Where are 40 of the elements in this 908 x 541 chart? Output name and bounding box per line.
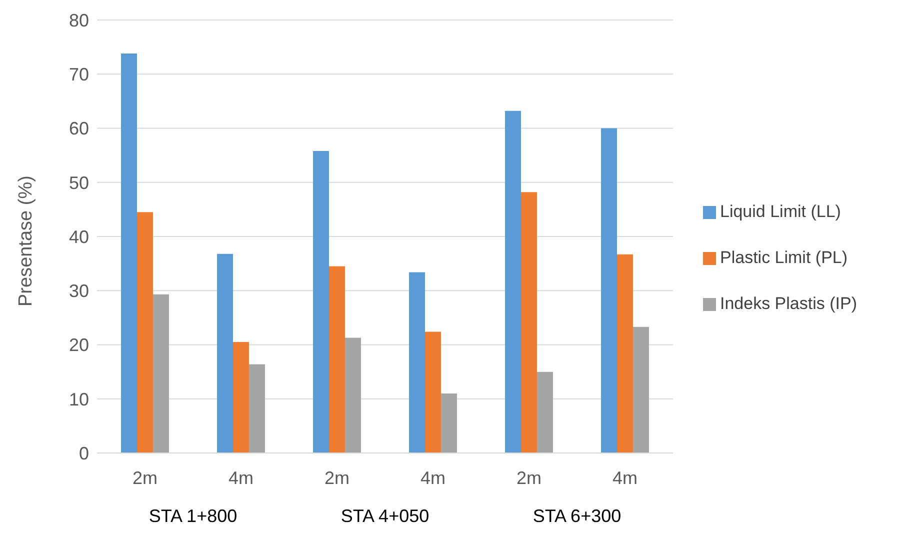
bar [537, 372, 553, 453]
bar [313, 150, 329, 453]
bar [409, 272, 425, 453]
x-tick-label: 2m [324, 468, 350, 488]
y-tick-label: 0 [78, 443, 89, 464]
bar [601, 128, 617, 453]
bar [521, 192, 537, 453]
y-tick-label: 40 [68, 226, 89, 247]
bar [329, 266, 345, 453]
bar [121, 54, 137, 453]
legend-label: Indeks Plastis (IP) [720, 294, 857, 313]
y-tick-label: 10 [68, 389, 89, 410]
y-tick-label: 50 [68, 172, 89, 193]
bar [217, 254, 233, 453]
bar [617, 254, 633, 453]
bar [505, 110, 521, 453]
y-tick-label: 30 [68, 281, 89, 302]
y-tick-label: 20 [68, 335, 89, 356]
x-tick-label: 4m [612, 468, 638, 488]
bar [249, 364, 265, 453]
x-tick-label: 4m [420, 468, 446, 488]
bar [345, 338, 361, 453]
bar [153, 294, 169, 453]
legend-label: Plastic Limit (PL) [720, 248, 848, 267]
x-tick-label: 4m [228, 468, 254, 488]
bar [425, 332, 441, 453]
y-axis-title: Presentase (%) [16, 176, 37, 306]
text: STA 1+800 [148, 506, 238, 527]
x-tick-label: 2m [132, 468, 158, 488]
y-tick-label: 60 [68, 118, 89, 139]
x-tick-label: 2m [516, 468, 542, 488]
bar [137, 212, 153, 453]
y-tick-label: 80 [68, 10, 89, 30]
bar [633, 326, 649, 453]
y-tick-label: 70 [68, 64, 89, 85]
bar [441, 393, 457, 453]
text: STA 4+050 [340, 506, 430, 527]
bar [233, 342, 249, 453]
legend-label: Liquid Limit (LL) [720, 202, 841, 221]
text: STA 6+300 [532, 506, 622, 527]
